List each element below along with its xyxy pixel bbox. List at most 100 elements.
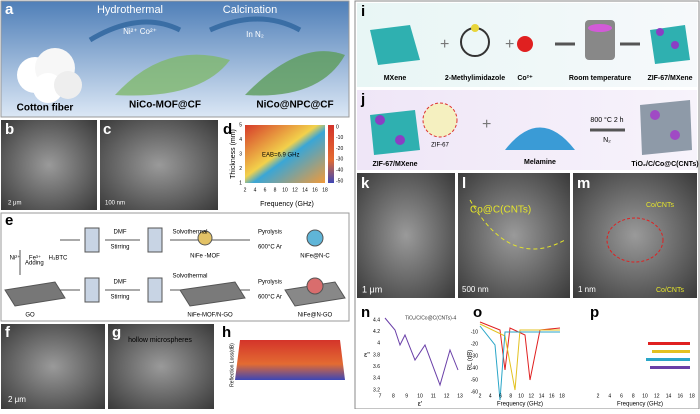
tick-label: 14 xyxy=(539,393,545,399)
image-c xyxy=(100,120,218,210)
tick-label: 14 xyxy=(302,187,308,193)
item-label: NiCo@NPC@CF xyxy=(256,100,333,111)
tick-label: 4 xyxy=(239,137,242,143)
label: Hydrothermal xyxy=(97,4,163,16)
axis-label: RL (dB) xyxy=(468,350,474,370)
label: Frequency (GHz) xyxy=(260,201,314,208)
label: Fe³⁺ xyxy=(29,255,41,262)
tick-label: 2 xyxy=(244,187,247,193)
panel-label: n xyxy=(361,304,370,321)
label: Frequency (GHz) xyxy=(617,402,663,408)
tick-label: 4 xyxy=(489,393,492,399)
tick-label: 10 xyxy=(518,393,524,399)
panel-label: o xyxy=(473,304,482,321)
tick-label: 18 xyxy=(689,393,695,399)
colorbar-label: -50 xyxy=(336,178,343,184)
tick-label: -60 xyxy=(471,389,478,395)
label: 800 °C 2 h xyxy=(590,116,623,124)
panel-e-bg xyxy=(0,212,350,322)
label: ε'' xyxy=(364,352,370,359)
panel-e-art xyxy=(4,227,346,307)
label: ZIF-67 xyxy=(431,143,449,149)
label: DMF xyxy=(114,230,127,236)
tick-label: 10 xyxy=(417,393,423,399)
panel-label: l xyxy=(462,175,466,192)
label: Co@C(CNTs) xyxy=(470,205,531,216)
label: 100 nm xyxy=(105,201,125,207)
colorbar-label: 0 xyxy=(336,124,339,130)
m-highlight xyxy=(606,217,664,263)
image-b xyxy=(1,120,97,210)
tick-label: 14 xyxy=(666,393,672,399)
tick-label: 8 xyxy=(509,393,512,399)
tick-label: -50 xyxy=(471,377,478,383)
item-label: TiO₂/C/Co@C(CNTs) xyxy=(631,161,698,168)
label: Pyrolysis xyxy=(258,230,282,236)
svg-text:+: + xyxy=(440,36,449,53)
tick-label: 16 xyxy=(677,393,683,399)
tick-label: 10 xyxy=(642,393,648,399)
item-label: Melamine xyxy=(524,159,556,166)
tick-label: 3.4 xyxy=(373,376,380,382)
label: EAB=6.9 GHz xyxy=(262,153,300,159)
tick-label: 1 xyxy=(239,180,242,186)
tick-label: 12 xyxy=(292,187,298,193)
tick-label: -40 xyxy=(471,365,478,371)
label: ε' xyxy=(418,401,422,408)
l-outline xyxy=(469,199,566,250)
tick-label: 6 xyxy=(499,393,502,399)
label: NiFe@N-C xyxy=(300,254,330,260)
panel-label: c xyxy=(103,121,111,138)
tick-label: 18 xyxy=(322,187,328,193)
surface-h xyxy=(235,340,345,380)
axis-label: Thickness (mm) xyxy=(230,129,237,179)
colorbar-label: -40 xyxy=(336,168,343,174)
label: Frequency (GHz) xyxy=(497,402,543,408)
image-l xyxy=(458,173,570,298)
label: Adding xyxy=(25,261,44,267)
label: 2 μm xyxy=(8,395,26,404)
tick-label: 12 xyxy=(528,393,534,399)
image-m xyxy=(573,173,697,298)
image-f xyxy=(1,324,105,409)
panel-label: e xyxy=(5,212,13,229)
panel-label: f xyxy=(5,324,11,341)
label: 2 μm xyxy=(8,201,21,207)
panel-label: j xyxy=(360,91,365,108)
tick-label: 3 xyxy=(239,151,242,157)
panel-label: b xyxy=(5,121,14,138)
item-label: ZIF-67/MXene xyxy=(372,161,417,168)
item-label: Room temperature xyxy=(569,75,631,82)
tick-label: 7 xyxy=(379,393,382,399)
tick-label: 2 xyxy=(479,393,482,399)
tick-label: 2 xyxy=(597,393,600,399)
item-label: MXene xyxy=(384,75,407,82)
tick-label: 4.2 xyxy=(373,329,380,335)
tick-label: 3.6 xyxy=(373,364,380,370)
svg-text:+: + xyxy=(482,116,491,133)
tick-label: 10 xyxy=(282,187,288,193)
panel-label: d xyxy=(223,121,232,138)
svg-text:+: + xyxy=(505,36,514,53)
tick-label: 5 xyxy=(239,122,242,128)
tick-label: 4.4 xyxy=(373,317,380,323)
panel-label: a xyxy=(5,1,14,18)
label: 600°C Ar xyxy=(258,245,282,251)
label: Co/CNTs xyxy=(656,287,685,294)
tick-label: 4 xyxy=(608,393,611,399)
label: 1 μm xyxy=(362,284,382,294)
tick-label: 8 xyxy=(632,393,635,399)
label: H₃BTC xyxy=(49,256,68,262)
tick-label: 3.2 xyxy=(373,387,380,393)
panel-label: k xyxy=(361,175,370,192)
tick-label: 12 xyxy=(654,393,660,399)
curve-art xyxy=(384,317,561,401)
label: 600°C Ar xyxy=(258,295,282,301)
panel-label: p xyxy=(590,304,599,321)
label: hollow microspheres xyxy=(128,337,192,344)
item-label: ZIF-67/MXene xyxy=(647,75,692,82)
colorbar-label: -10 xyxy=(336,135,343,141)
panel-i-art: + + xyxy=(370,20,690,65)
label: In N₂ xyxy=(246,30,264,39)
